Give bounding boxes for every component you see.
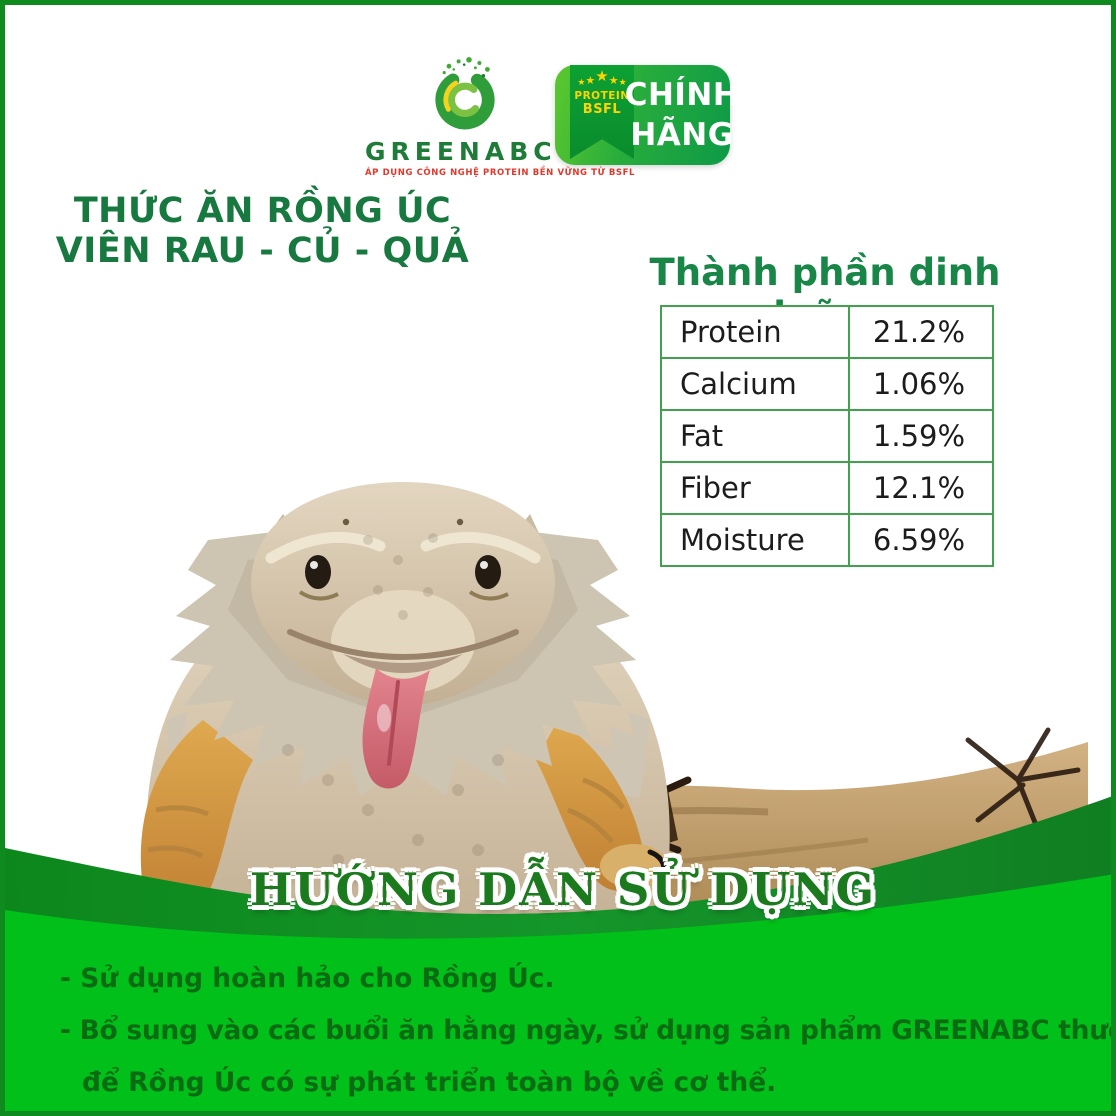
product-title-line2: VIÊN RAU - CỦ - QUẢ (55, 231, 470, 271)
badge-label-line1: CHÍNH (624, 76, 740, 113)
badge-label-line2: HÃNG (630, 117, 734, 153)
greenabc-swirl-icon (435, 57, 495, 130)
ribbon-protein-label: PROTEIN (574, 90, 630, 102)
nutrient-value: 1.59% (872, 419, 966, 453)
stars-icon: ★ ★ ★ ★ ★ (577, 69, 627, 88)
usage-instructions: - Sử dụng hoàn hảo cho Rồng Úc. - Bổ sun… (60, 953, 1111, 1109)
star-icon: ★ (608, 74, 619, 87)
table-row: Fiber 12.1% (662, 463, 992, 515)
nutrition-table: Protein 21.2% Calcium 1.06% Fat 1.59% Fi… (660, 305, 994, 567)
nutrient-value: 6.59% (872, 523, 966, 557)
nutrient-value: 12.1% (872, 471, 966, 505)
star-icon: ★ (577, 78, 586, 88)
brand-logo: GREENABC® ÁP DỤNG CÔNG NGHỆ PROTEIN BỀN … (365, 55, 636, 178)
table-row: Calcium 1.06% (662, 359, 992, 411)
star-icon: ★ (585, 74, 596, 87)
nutrient-value: 21.2% (872, 315, 966, 349)
nutrient-label: Fiber (662, 463, 850, 513)
brand-tagline: ÁP DỤNG CÔNG NGHỆ PROTEIN BỀN VỮNG TỪ BS… (365, 168, 636, 178)
usage-line: - Bổ sung vào các buổi ăn hằng ngày, sử … (60, 1015, 1111, 1046)
authentic-badge: ★ ★ ★ ★ ★ PROTEIN BSFL CHÍNH HÃNG (555, 65, 739, 165)
authentic-badge-label: CHÍNH HÃNG (625, 65, 739, 165)
usage-line: - Sử dụng hoàn hảo cho Rồng Úc. (60, 963, 555, 994)
bottom-wave-decoration (5, 796, 1111, 1111)
ribbon-bsfl-label: BSFL (582, 102, 622, 117)
nutrient-label: Moisture (662, 515, 850, 565)
nutrient-value: 1.06% (872, 367, 966, 401)
brand-name: GREENABC® (365, 137, 568, 166)
star-icon: ★ (618, 78, 627, 88)
usage-line: để Rồng Úc có sự phát triển toàn bộ về c… (82, 1067, 777, 1098)
nutrient-label: Protein (662, 307, 850, 357)
product-title-line1: THỨC ĂN RỒNG ÚC (73, 191, 452, 231)
table-row: Moisture 6.59% (662, 515, 992, 565)
table-row: Protein 21.2% (662, 307, 992, 359)
nutrient-label: Fat (662, 411, 850, 461)
table-row: Fat 1.59% (662, 411, 992, 463)
star-icon: ★ (595, 67, 609, 85)
product-title: THỨC ĂN RỒNG ÚC VIÊN RAU - CỦ - QUẢ (50, 191, 475, 271)
usage-heading: HƯỚNG DẪN SỬ DỤNG (249, 863, 877, 916)
nutrient-label: Calcium (662, 359, 850, 409)
